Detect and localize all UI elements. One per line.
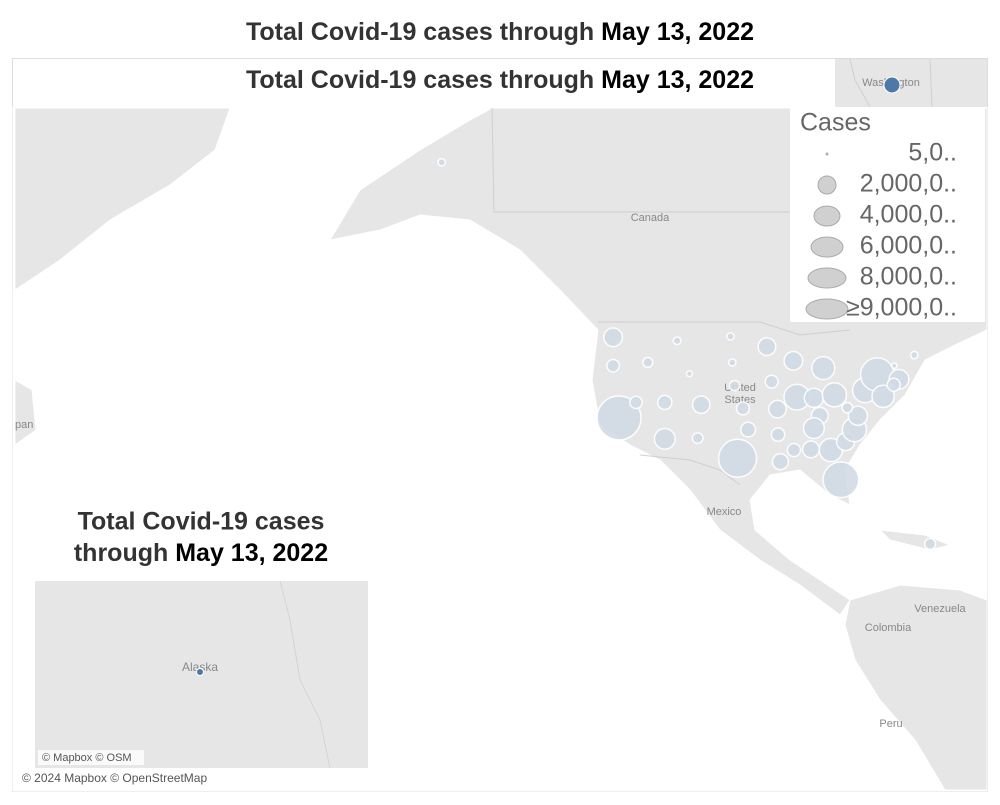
title-date: May 13, 2022: [601, 18, 754, 46]
legend: Cases 5,0.. 2,000,0.. 4,000,0.. 6,000,0.. 8,…: [790, 107, 985, 322]
case-bubble: [801, 440, 821, 459]
map-label: Mexico: [707, 506, 742, 518]
bubble-layer: [437, 157, 937, 551]
legend-title: Cases: [800, 109, 871, 137]
case-bubble: [909, 350, 919, 360]
legend-symbol: [810, 236, 844, 258]
case-bubble: [596, 395, 642, 441]
case-bubble: [886, 377, 901, 393]
legend-symbol: [817, 175, 837, 195]
case-bubble: [802, 417, 826, 440]
title-prefix: Total Covid-19 cases through: [246, 66, 601, 94]
case-bubble: [672, 336, 682, 346]
legend-symbol: [813, 205, 841, 227]
title-band: [13, 59, 987, 107]
case-bubble: [768, 399, 787, 419]
legend-label: ≥9,000,0..: [846, 294, 957, 322]
title-prefix: through: [74, 539, 175, 567]
title-prefix: Total Covid-19 cases through: [246, 18, 601, 46]
credit: © Mapbox © OSM: [42, 752, 132, 764]
map-label: Alaska: [182, 660, 218, 674]
legend-label: 6,000,0..: [860, 232, 957, 260]
title-date: May 13, 2022: [175, 539, 328, 567]
case-bubble: [871, 384, 896, 409]
case-bubble: [890, 362, 898, 370]
case-bubble: [803, 387, 825, 409]
location-dot: [883, 76, 901, 94]
title-date: May 13, 2022: [601, 66, 754, 94]
legend-symbol: [825, 152, 829, 156]
legend-symbol: [807, 267, 847, 289]
case-bubble: [923, 537, 937, 551]
case-bubble: [735, 401, 751, 416]
case-bubble: [642, 356, 654, 369]
legend-symbol: [805, 298, 849, 320]
alaska-inset: Total Covid-19 cases through May 13, 202…: [35, 508, 368, 769]
case-bubble: [770, 427, 786, 443]
legend-label: 8,000,0..: [860, 263, 957, 291]
case-bubble: [771, 453, 790, 471]
inset-title: through May 13, 2022: [74, 539, 328, 567]
case-bubble: [847, 405, 869, 427]
map-label: Canada: [631, 212, 670, 224]
case-bubble: [764, 374, 779, 389]
map-title: Total Covid-19 cases through May 13, 202…: [246, 66, 754, 94]
legend-label: 5,0..: [908, 139, 957, 167]
map-label: Venezuela: [914, 603, 966, 615]
case-bubble: [757, 337, 777, 357]
case-bubble: [603, 327, 624, 348]
inset-map: [835, 59, 987, 107]
map-label: Peru: [879, 718, 902, 730]
case-bubble: [727, 358, 737, 367]
case-bubble: [437, 157, 447, 167]
case-bubble: [811, 355, 836, 381]
map-label: pan: [15, 419, 33, 431]
case-bubble: [653, 427, 676, 450]
credit: © 2024 Mapbox © OpenStreetMap: [22, 771, 207, 785]
case-bubble: [822, 461, 860, 499]
map-label: Colombia: [865, 622, 912, 634]
case-bubble: [717, 438, 758, 479]
case-bubble: [691, 395, 711, 415]
case-bubble: [841, 401, 854, 414]
case-bubble: [691, 432, 704, 445]
legend-label: 4,000,0..: [860, 201, 957, 229]
case-bubble: [606, 358, 621, 373]
legend-label: 2,000,0..: [860, 170, 957, 198]
header-title: Total Covid-19 cases through May 13, 202…: [246, 18, 754, 46]
case-bubble: [726, 332, 735, 341]
case-bubble: [783, 350, 804, 371]
map-label: States: [724, 394, 756, 406]
case-bubble: [786, 442, 802, 458]
case-bubble: [821, 382, 848, 408]
location-dot: [196, 668, 204, 676]
case-bubble: [728, 379, 741, 392]
case-bubble: [656, 394, 673, 411]
case-bubble: [740, 421, 757, 438]
case-bubble: [685, 370, 694, 378]
washington-inset: Washington: [835, 58, 987, 108]
inset-title: Total Covid-19 cases: [78, 508, 325, 536]
case-bubble: [629, 395, 643, 410]
